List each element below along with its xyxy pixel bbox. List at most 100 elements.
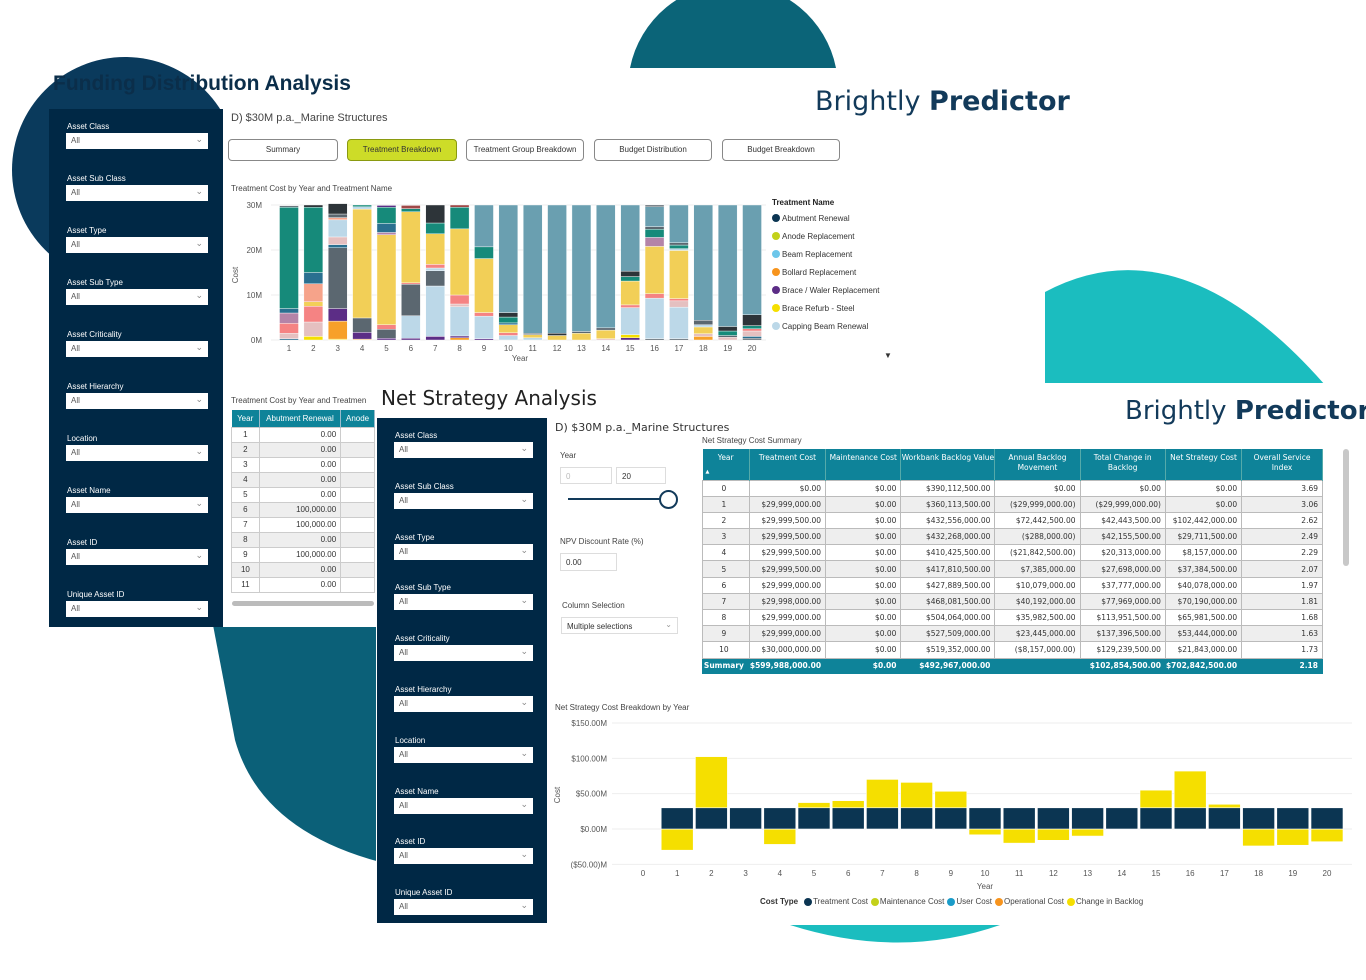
filter-dropdown-asset-criticality[interactable]: All ⌄	[394, 645, 533, 662]
column-header[interactable]: Total Change in Backlog	[1080, 449, 1166, 480]
bar-segment[interactable]	[644, 206, 665, 227]
bar-segment[interactable]	[425, 336, 445, 341]
bar-segment[interactable]	[693, 324, 713, 328]
bar-segment[interactable]	[279, 338, 299, 341]
bar-segment[interactable]	[693, 336, 713, 341]
npv-discount-input[interactable]: 0.00	[560, 553, 617, 571]
column-header[interactable]: Anode	[340, 410, 375, 427]
bar-segment[interactable]	[425, 267, 445, 271]
bar-segment[interactable]	[279, 333, 299, 339]
treatment-cost-bar[interactable]	[1310, 807, 1344, 830]
treatment-cost-bar[interactable]	[934, 807, 968, 830]
treatment-cost-bar[interactable]	[900, 807, 933, 830]
bar-segment[interactable]	[303, 301, 324, 307]
bar-segment[interactable]	[620, 270, 640, 277]
filter-dropdown-unique-asset-id[interactable]: All ⌄	[66, 601, 208, 617]
bar-segment[interactable]	[620, 276, 640, 282]
change-in-backlog-bar[interactable]	[1310, 828, 1344, 843]
bar-segment[interactable]	[328, 213, 348, 218]
bar-segment[interactable]	[401, 205, 421, 209]
bar-segment[interactable]	[328, 247, 348, 309]
treatment-cost-bar[interactable]	[831, 807, 865, 830]
change-in-backlog-bar[interactable]	[1071, 828, 1104, 837]
bar-segment[interactable]	[669, 300, 689, 308]
legend-item[interactable]: Capping Beam Renewal	[772, 317, 880, 335]
bar-segment[interactable]	[279, 323, 299, 334]
treatment-cost-bar[interactable]	[729, 807, 762, 830]
change-in-backlog-bar[interactable]	[934, 790, 968, 809]
bar-segment[interactable]	[449, 294, 470, 305]
bar-segment[interactable]	[352, 206, 372, 210]
legend-item[interactable]: Anode Replacement	[772, 227, 880, 245]
bar-segment[interactable]	[742, 330, 762, 337]
bar-segment[interactable]	[693, 333, 713, 337]
bar-segment[interactable]	[717, 337, 738, 341]
bar-segment[interactable]	[303, 283, 324, 302]
legend-item[interactable]: Abutment Renewal	[772, 209, 880, 227]
bar-segment[interactable]	[352, 204, 372, 207]
bar-segment[interactable]	[449, 337, 470, 341]
legend-item[interactable]: User Cost	[947, 897, 992, 906]
filter-dropdown-asset-criticality[interactable]: All ⌄	[66, 341, 208, 357]
bar-segment[interactable]	[644, 237, 665, 247]
change-in-backlog-bar[interactable]	[900, 782, 933, 809]
treatment-cost-bar[interactable]	[1276, 807, 1310, 830]
change-in-backlog-bar[interactable]	[1139, 789, 1173, 809]
change-in-backlog-bar[interactable]	[695, 756, 728, 809]
column-selection-dropdown[interactable]: Multiple selections ⌄	[561, 617, 678, 634]
bar-segment[interactable]	[498, 316, 519, 324]
bar-segment[interactable]	[401, 208, 421, 212]
treatment-cost-bar[interactable]	[866, 807, 899, 830]
bar-segment[interactable]	[425, 204, 445, 224]
bar-segment[interactable]	[669, 242, 689, 246]
filter-dropdown-asset-sub-type[interactable]: All ⌄	[394, 594, 533, 611]
bar-segment[interactable]	[644, 246, 665, 294]
filter-dropdown-asset-sub-type[interactable]: All ⌄	[66, 289, 208, 305]
bar-segment[interactable]	[596, 204, 616, 329]
bar-segment[interactable]	[571, 331, 592, 334]
bar-segment[interactable]	[425, 285, 445, 337]
bar-segment[interactable]	[303, 321, 324, 337]
change-in-backlog-bar[interactable]	[866, 779, 899, 809]
change-in-backlog-bar[interactable]	[797, 802, 831, 809]
bar-segment[interactable]	[669, 338, 689, 341]
bar-segment[interactable]	[742, 337, 762, 341]
bar-segment[interactable]	[376, 324, 397, 330]
bar-segment[interactable]	[571, 333, 592, 341]
legend-item[interactable]: Maintenance Cost	[870, 897, 944, 906]
bar-segment[interactable]	[425, 222, 445, 235]
bar-segment[interactable]	[425, 233, 445, 265]
tab-treatment-breakdown[interactable]: Treatment Breakdown	[347, 139, 457, 161]
bar-segment[interactable]	[644, 297, 665, 339]
tab-budget-breakdown[interactable]: Budget Breakdown	[722, 139, 840, 161]
bar-segment[interactable]	[474, 312, 494, 317]
bar-segment[interactable]	[401, 315, 421, 339]
bar-segment[interactable]	[742, 204, 762, 316]
filter-dropdown-asset-sub-class[interactable]: All ⌄	[66, 185, 208, 201]
treatment-cost-bar[interactable]	[1002, 807, 1036, 830]
bar-segment[interactable]	[742, 325, 762, 329]
bar-segment[interactable]	[401, 211, 421, 284]
filter-dropdown-asset-type[interactable]: All ⌄	[394, 543, 533, 560]
column-header[interactable]: Abutment Renewal	[259, 410, 342, 427]
bar-segment[interactable]	[620, 204, 640, 272]
bar-segment[interactable]	[547, 204, 567, 334]
year-slider-handle[interactable]	[659, 490, 678, 509]
filter-dropdown-unique-asset-id[interactable]: All ⌄	[394, 899, 533, 916]
bar-segment[interactable]	[352, 208, 372, 319]
bar-segment[interactable]	[376, 232, 397, 235]
tab-treatment-group-breakdown[interactable]: Treatment Group Breakdown	[466, 139, 584, 161]
bar-segment[interactable]	[449, 207, 470, 230]
filter-dropdown-asset-hierarchy[interactable]: All ⌄	[394, 696, 533, 712]
legend-more-arrow-icon[interactable]: ▼	[884, 351, 892, 360]
table-horizontal-scrollbar[interactable]	[232, 601, 374, 606]
filter-dropdown-asset-name[interactable]: All ⌄	[66, 497, 208, 513]
bar-segment[interactable]	[449, 306, 470, 337]
legend-item[interactable]: Brace / Waler Replacement	[772, 281, 880, 299]
bar-segment[interactable]	[717, 335, 738, 338]
bar-segment[interactable]	[376, 328, 397, 339]
treatment-cost-bar[interactable]	[695, 807, 728, 830]
bar-segment[interactable]	[303, 306, 324, 323]
bar-segment[interactable]	[644, 226, 665, 230]
column-header[interactable]: Year	[231, 410, 260, 427]
